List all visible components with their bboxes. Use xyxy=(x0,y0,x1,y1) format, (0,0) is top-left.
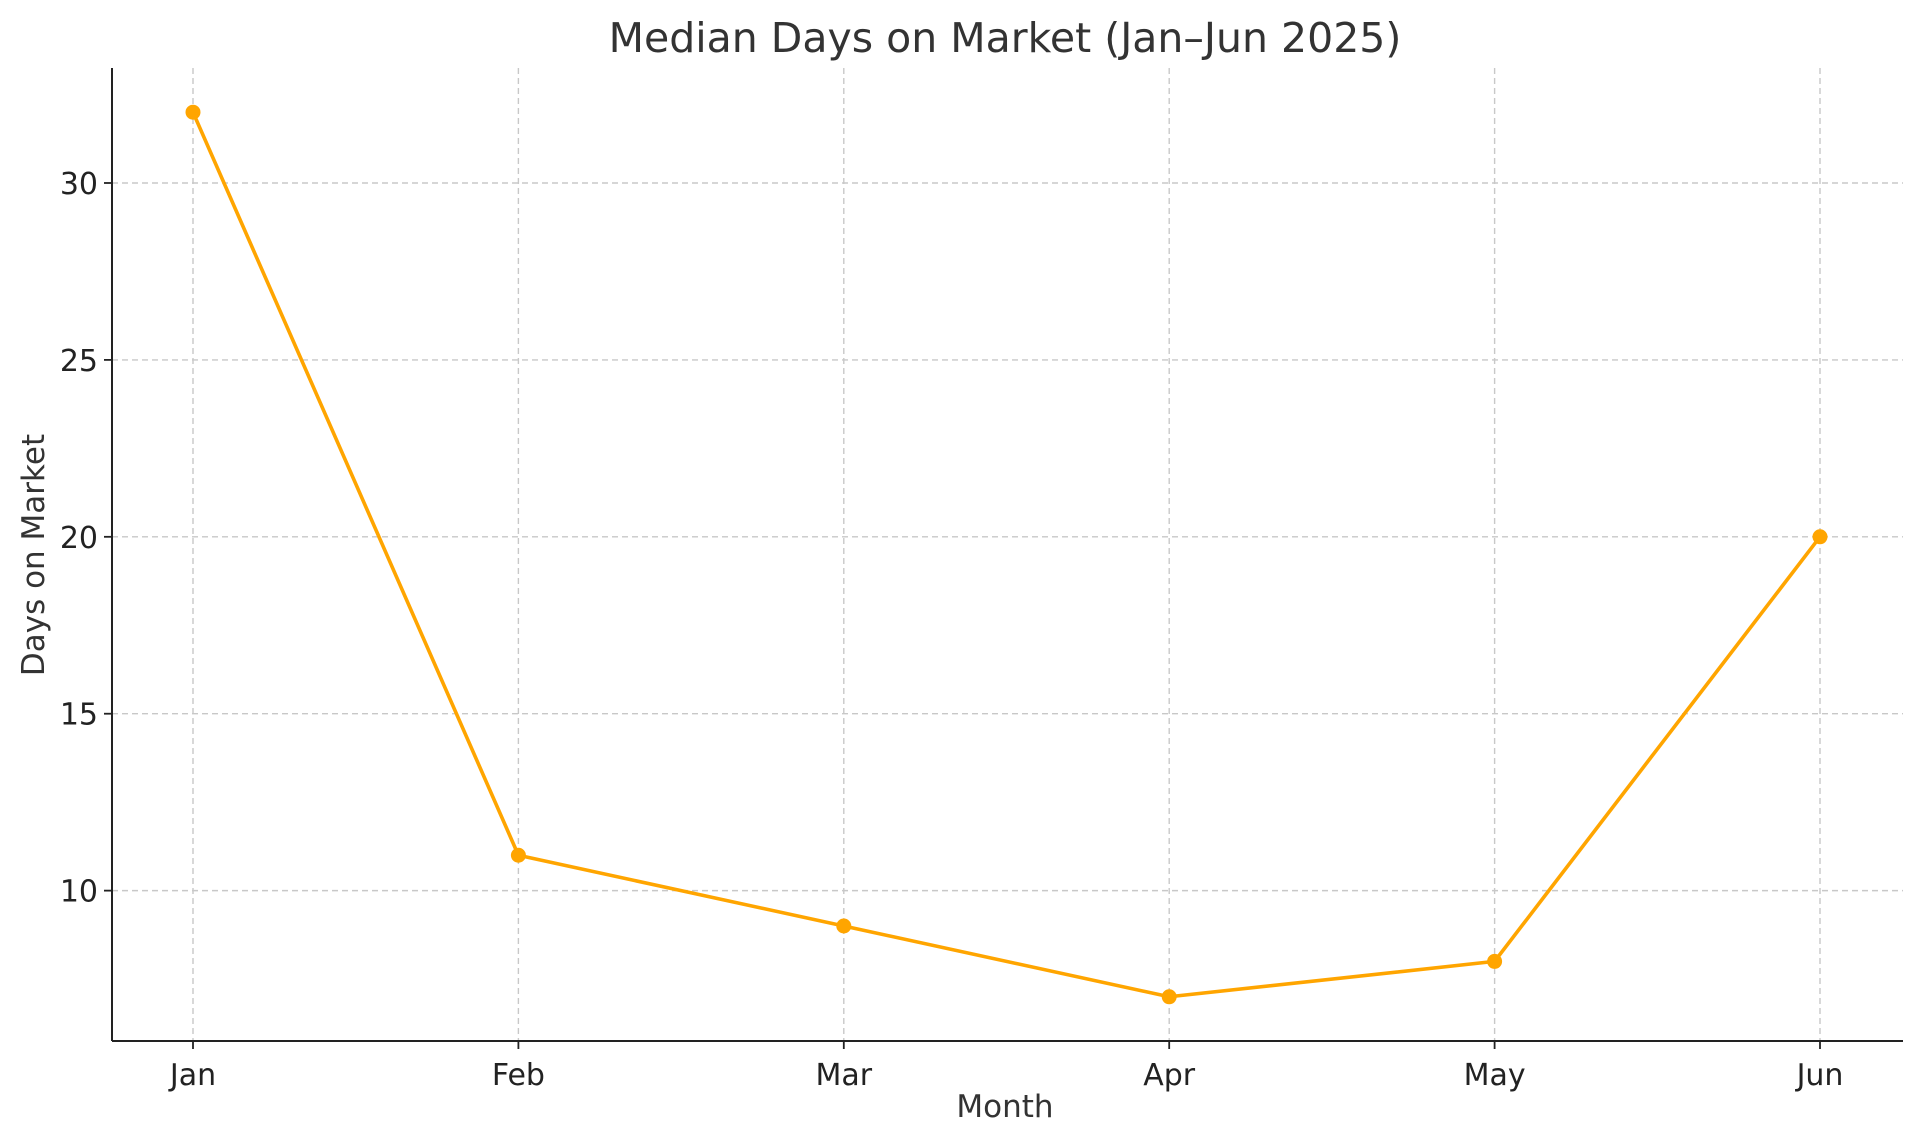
x-tick-label: May xyxy=(1464,1058,1526,1093)
grid xyxy=(112,68,1903,1041)
y-tick-label: 30 xyxy=(60,167,98,202)
chart-title: Median Days on Market (Jan–Jun 2025) xyxy=(609,14,1402,62)
y-tick-label: 20 xyxy=(60,521,98,556)
data-point xyxy=(510,847,526,863)
data-point xyxy=(836,918,852,934)
y-tick-label: 15 xyxy=(60,698,98,733)
y-tick-label: 25 xyxy=(60,344,98,379)
x-tick-label: Jan xyxy=(168,1058,216,1093)
x-tick-label: Apr xyxy=(1143,1058,1196,1093)
series-line xyxy=(191,110,1822,999)
x-tick-label: Jun xyxy=(1795,1058,1844,1093)
x-tick-label: Mar xyxy=(815,1058,872,1093)
data-point xyxy=(1161,989,1177,1005)
data-point xyxy=(185,104,201,120)
y-ticks: 10 15 20 25 30 xyxy=(60,167,112,910)
y-tick-label: 10 xyxy=(60,875,98,910)
data-point xyxy=(1812,529,1828,545)
x-ticks: Jan Feb Mar Apr May Jun xyxy=(168,1041,1844,1093)
x-tick-label: Feb xyxy=(492,1058,545,1093)
axes xyxy=(111,68,1903,1042)
data-point xyxy=(1487,953,1503,969)
series xyxy=(185,104,1828,1005)
x-axis-label: Month xyxy=(956,1089,1053,1125)
y-axis-label: Days on Market xyxy=(16,434,52,676)
